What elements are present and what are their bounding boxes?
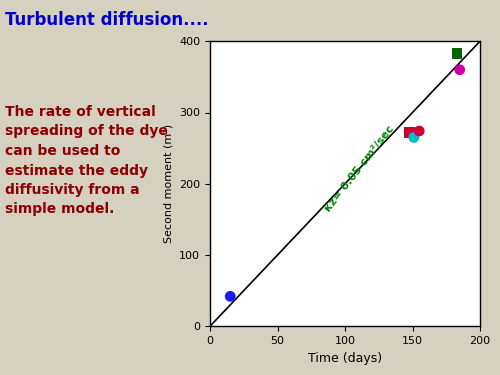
Text: κz= 0.05 cm²/sec: κz= 0.05 cm²/sec [322, 124, 396, 213]
Point [456, 67, 464, 73]
Point [410, 135, 418, 141]
Point [453, 50, 461, 56]
Point [415, 128, 423, 134]
Text: Turbulent diffusion....: Turbulent diffusion.... [5, 11, 208, 29]
Point [226, 293, 234, 299]
X-axis label: Time (days): Time (days) [308, 351, 382, 364]
Text: The rate of vertical
spreading of the dye
can be used to
estimate the eddy
diffu: The rate of vertical spreading of the dy… [5, 105, 168, 216]
Y-axis label: Second moment (m²): Second moment (m²) [164, 124, 173, 243]
Point [406, 129, 414, 135]
